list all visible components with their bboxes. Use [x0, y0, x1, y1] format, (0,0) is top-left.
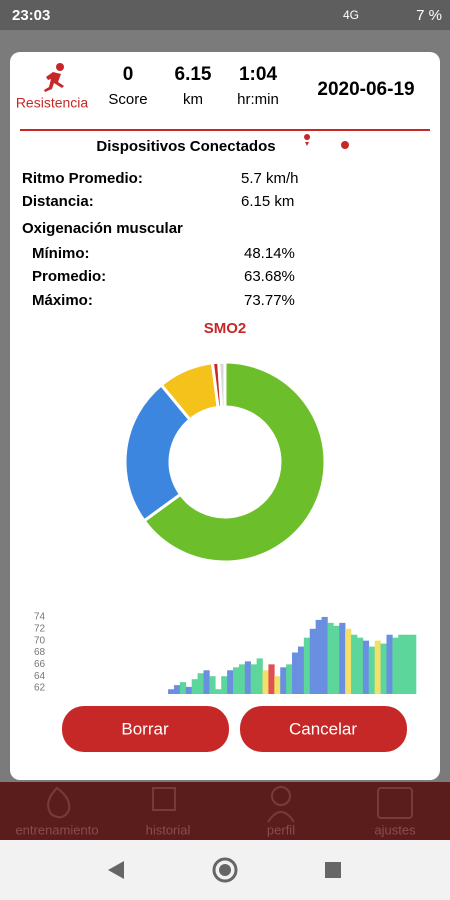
stat-label: Distancia:	[22, 193, 94, 210]
bar	[185, 686, 192, 694]
bar	[398, 634, 405, 694]
donut-chart	[123, 360, 327, 564]
back-button[interactable]	[108, 861, 124, 879]
home-button[interactable]	[212, 857, 238, 883]
bar	[333, 625, 340, 694]
bar	[374, 640, 381, 694]
y-tick-label: 64	[34, 671, 46, 682]
stat-value: 63.68%	[244, 268, 295, 285]
nav-label[interactable]: perfil	[267, 822, 295, 837]
bar	[386, 634, 393, 694]
nav-label[interactable]: historial	[146, 822, 191, 837]
status-bar	[0, 0, 450, 30]
score-label: Score	[108, 91, 147, 108]
stat-label: Mínimo:	[32, 245, 90, 262]
date: 2020-06-19	[317, 79, 414, 100]
nav-label[interactable]: entrenamiento	[15, 822, 98, 837]
bar	[380, 643, 387, 694]
bar	[309, 628, 316, 694]
cancel-label[interactable]: Cancelar	[289, 719, 357, 738]
bar	[179, 682, 187, 694]
bar	[173, 685, 181, 694]
distance-value: 6.15	[175, 64, 212, 85]
bar	[191, 679, 198, 694]
y-tick-label: 72	[34, 623, 46, 634]
time-value: 1:04	[239, 64, 277, 85]
bar	[351, 634, 358, 694]
bar	[327, 622, 334, 694]
distance-label: km	[183, 91, 203, 108]
donut-segment	[123, 382, 193, 523]
cancel-button[interactable]	[240, 706, 407, 752]
devices-title: Dispositivos Conectados	[96, 138, 275, 155]
bar	[292, 652, 299, 694]
stat-value: 6.15 km	[241, 193, 294, 210]
bar	[250, 664, 257, 694]
bar	[233, 667, 240, 694]
donut-segment	[217, 360, 227, 409]
stat-value: 48.14%	[244, 245, 295, 262]
stat-value: 73.77%	[244, 292, 295, 309]
home-dot	[219, 864, 231, 876]
modal	[10, 52, 440, 780]
nav-label[interactable]: ajustes	[374, 822, 416, 837]
y-tick-label: 66	[34, 659, 46, 670]
donut-title: SMO2	[204, 320, 247, 337]
bar	[256, 658, 263, 694]
stat-label: Máximo:	[32, 292, 93, 309]
time-label: hr:min	[237, 91, 279, 108]
bar	[410, 634, 417, 694]
y-tick-label: 70	[34, 635, 46, 646]
bar	[339, 622, 346, 694]
bar	[227, 670, 234, 694]
delete-label[interactable]: Borrar	[121, 719, 169, 738]
bar	[362, 640, 370, 694]
status-network: 4G	[343, 8, 359, 22]
score-value: 0	[123, 64, 134, 85]
bar	[262, 670, 269, 694]
bar	[392, 637, 399, 694]
bar	[280, 667, 287, 694]
bottom-nav	[0, 782, 450, 840]
y-tick-label: 62	[34, 683, 46, 694]
bar	[404, 634, 411, 694]
bar	[315, 619, 322, 694]
bar	[321, 616, 328, 694]
bar	[297, 646, 305, 694]
bar	[215, 689, 222, 694]
location-icon	[304, 134, 311, 146]
bar	[356, 637, 364, 694]
bar	[303, 637, 311, 694]
bar	[221, 676, 228, 694]
stat-label: Ritmo Promedio:	[22, 170, 143, 187]
status-battery: 7 %	[416, 7, 442, 24]
bar	[238, 664, 246, 694]
bar	[203, 670, 210, 694]
bar	[368, 646, 375, 694]
section-title: Oxigenación muscular	[22, 220, 183, 237]
nav-icons	[47, 786, 413, 823]
status-time: 23:03	[12, 7, 50, 24]
stat-label: Promedio:	[32, 268, 106, 285]
bar	[209, 676, 216, 694]
bar	[268, 664, 275, 694]
bar	[168, 689, 175, 694]
mode-label: Resistencia	[16, 95, 89, 111]
delete-button[interactable]	[62, 706, 229, 752]
bar	[286, 664, 293, 694]
bar	[197, 673, 204, 694]
y-tick-label: 74	[34, 612, 46, 623]
y-tick-label: 68	[34, 647, 46, 658]
device-dot	[341, 141, 349, 149]
runner-icon	[44, 63, 64, 92]
recents-button[interactable]	[325, 862, 341, 878]
stat-value: 5.7 km/h	[241, 170, 299, 187]
bar	[274, 676, 281, 694]
donut-segment	[142, 360, 327, 564]
bar	[244, 661, 252, 694]
bar	[345, 628, 352, 694]
